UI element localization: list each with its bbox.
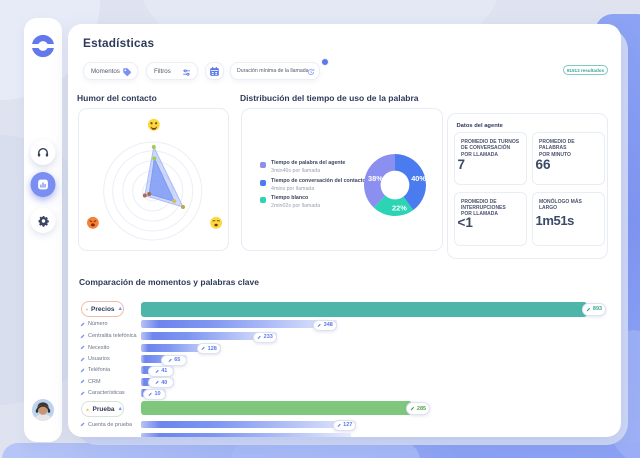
svg-text:40%: 40% bbox=[411, 174, 426, 183]
svg-text:38%: 38% bbox=[368, 174, 383, 183]
svg-text:22%: 22% bbox=[392, 203, 407, 212]
